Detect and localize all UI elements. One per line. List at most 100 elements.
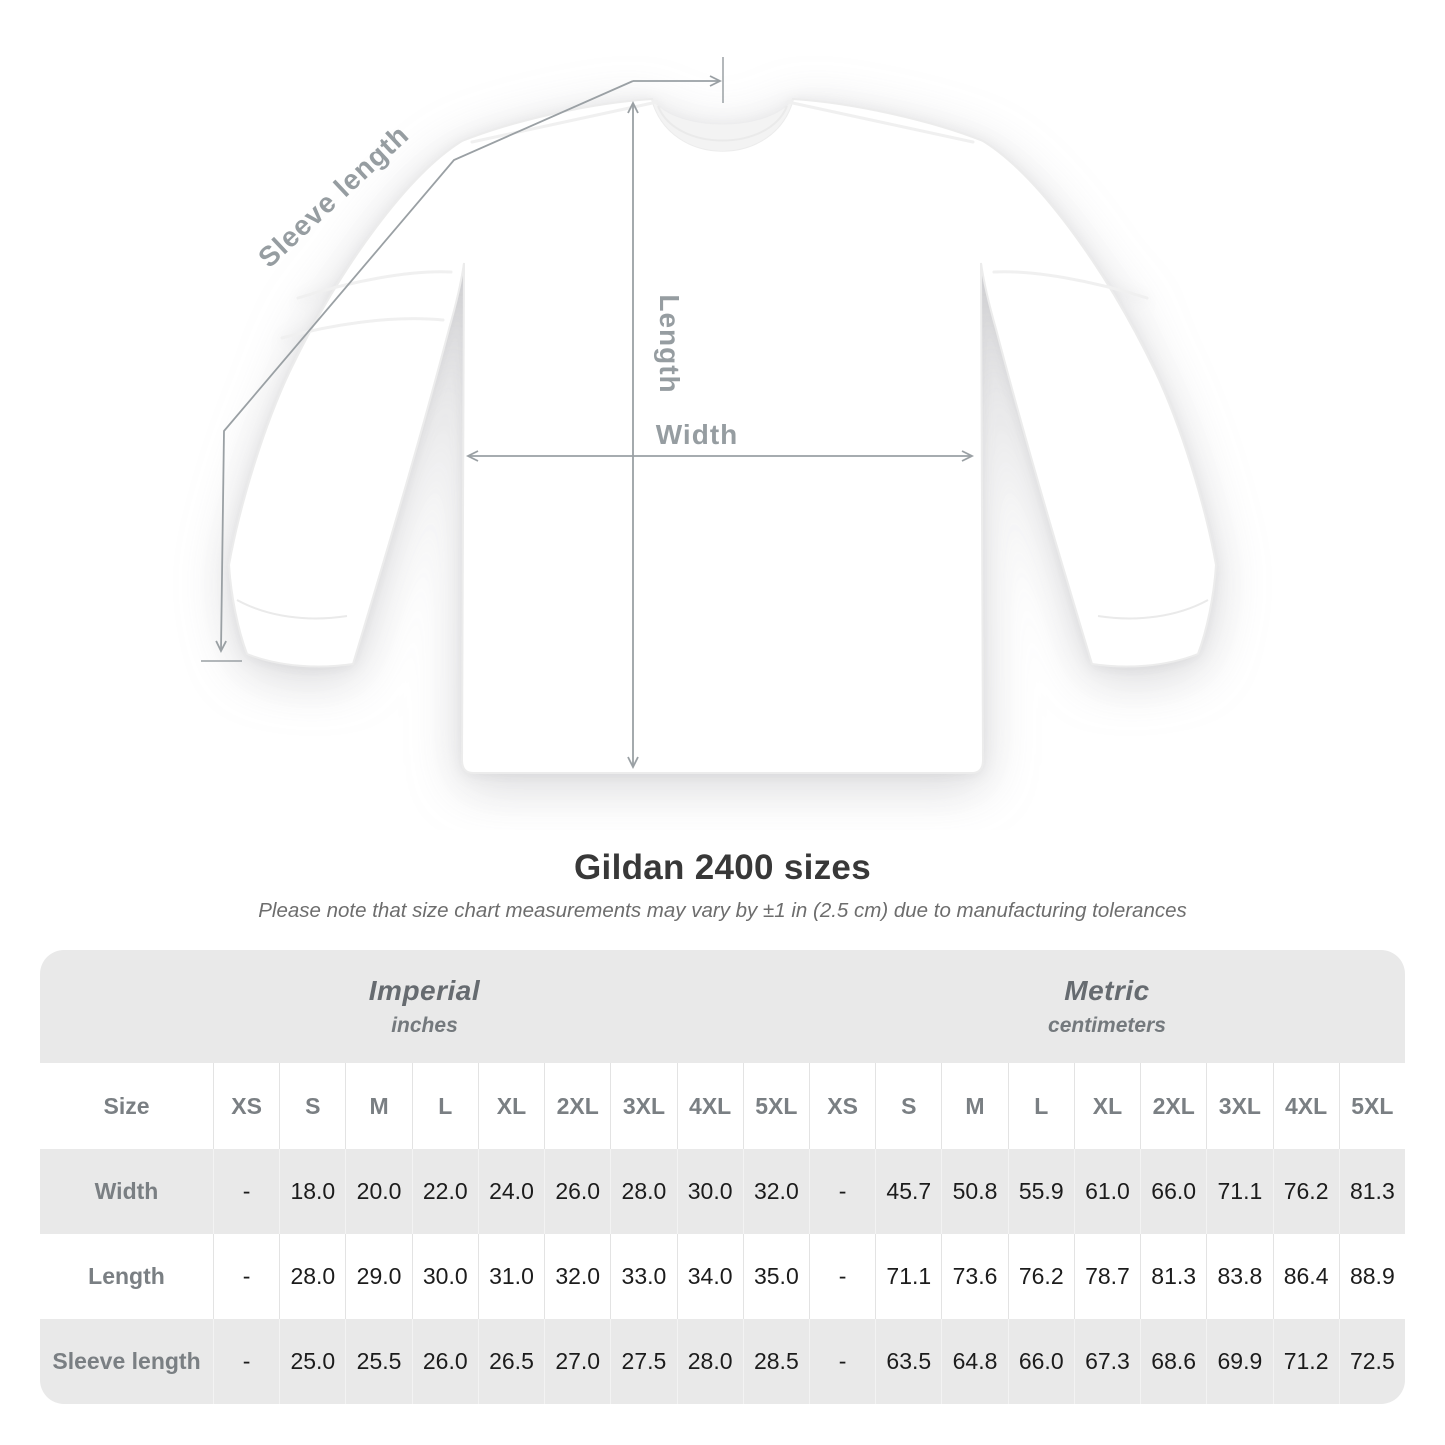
size-header-imperial-4xl: 4XL	[676, 1063, 743, 1149]
value-metric-2xl: 68.6	[1140, 1319, 1207, 1404]
value-imperial-s: 28.0	[279, 1234, 346, 1319]
measurement-row-width: Width -18.0 20.0 22.0 24.0 26.0 28.0 30.0 32.0-4…	[40, 1149, 1405, 1234]
value-imperial-3xl: 27.5	[610, 1319, 677, 1404]
value-imperial-2xl: 26.0	[544, 1149, 611, 1234]
row-label: Sleeve length	[40, 1319, 213, 1404]
value-metric-2xl: 66.0	[1140, 1149, 1207, 1234]
size-chart-table: Imperial inches Metric centimeters Size …	[40, 950, 1405, 1404]
value-metric-l: 55.9	[1007, 1149, 1074, 1234]
value-metric-3xl: 69.9	[1206, 1319, 1273, 1404]
unit-group-row: Imperial inches Metric centimeters	[40, 950, 1405, 1063]
value-metric-xs: -	[808, 1319, 876, 1404]
value-metric-3xl: 83.8	[1206, 1234, 1273, 1319]
size-header-metric-3xl: 3XL	[1206, 1063, 1273, 1149]
value-metric-s: 63.5	[875, 1319, 942, 1404]
value-imperial-l: 26.0	[411, 1319, 478, 1404]
size-header-imperial-l: L	[411, 1063, 478, 1149]
size-header-metric-s: S	[875, 1063, 942, 1149]
size-header-metric-5xl: 5XL	[1338, 1063, 1405, 1149]
size-header-imperial-xl: XL	[477, 1063, 545, 1149]
size-header-imperial-m: M	[345, 1063, 412, 1149]
value-metric-xs: -	[808, 1149, 876, 1234]
value-metric-m: 64.8	[941, 1319, 1008, 1404]
value-imperial-xl: 31.0	[477, 1234, 545, 1319]
value-metric-2xl: 81.3	[1140, 1234, 1207, 1319]
value-imperial-3xl: 33.0	[610, 1234, 677, 1319]
value-metric-s: 71.1	[875, 1234, 942, 1319]
metric-sublabel: centimeters	[1048, 1014, 1166, 1037]
size-header-imperial-5xl: 5XL	[742, 1063, 809, 1149]
shirt-size-diagram: Sleeve length Length Width	[201, 57, 1218, 774]
measurement-row-length: Length -28.0 29.0 30.0 31.0 32.0 33.0 34.0 35.0-…	[40, 1234, 1405, 1319]
width-label: Width	[656, 419, 739, 450]
chart-heading: Gildan 2400 sizes Please note that size …	[0, 848, 1445, 923]
long-sleeve-shirt-graphic	[227, 97, 1218, 774]
size-header-metric-l: L	[1007, 1063, 1074, 1149]
size-header-metric-xl: XL	[1073, 1063, 1141, 1149]
value-imperial-3xl: 28.0	[610, 1149, 677, 1234]
imperial-sublabel: inches	[391, 1014, 458, 1037]
tolerance-note: Please note that size chart measurements…	[258, 899, 1187, 922]
sleeve-fold-right	[992, 270, 1149, 300]
size-corner-header: Size	[40, 1063, 213, 1149]
measurement-row-sleeve-length: Sleeve length -25.0 25.5 26.0 26.5 27.0 27.5 28…	[40, 1319, 1405, 1404]
row-label: Width	[40, 1149, 213, 1234]
size-header-imperial-s: S	[279, 1063, 346, 1149]
metric-label: Metric	[1064, 975, 1150, 1006]
value-metric-l: 66.0	[1007, 1319, 1074, 1404]
value-imperial-l: 30.0	[411, 1234, 478, 1319]
value-metric-5xl: 88.9	[1338, 1234, 1405, 1319]
value-imperial-4xl: 28.0	[676, 1319, 743, 1404]
value-imperial-xs: -	[213, 1319, 280, 1404]
size-header-row: Size XS S M L XL 2XL 3XL 4XL 5XL XS S M L XL 2XL 3XL 4XL…	[40, 1063, 1405, 1149]
size-header-imperial-xs: XS	[213, 1063, 280, 1149]
value-imperial-xl: 24.0	[477, 1149, 545, 1234]
page-title: Gildan 2400 sizes	[574, 848, 871, 887]
value-metric-s: 45.7	[875, 1149, 942, 1234]
value-metric-xs: -	[808, 1234, 876, 1319]
value-metric-3xl: 71.1	[1206, 1149, 1273, 1234]
cuff-seam-right	[1097, 599, 1209, 620]
value-metric-5xl: 81.3	[1338, 1149, 1405, 1234]
size-header-imperial-3xl: 3XL	[610, 1063, 677, 1149]
imperial-label: Imperial	[368, 975, 481, 1006]
value-metric-xl: 61.0	[1073, 1149, 1141, 1234]
shoulder-seam-right	[786, 100, 975, 144]
value-metric-4xl: 76.2	[1272, 1149, 1339, 1234]
size-header-metric-m: M	[941, 1063, 1008, 1149]
row-label: Length	[40, 1234, 213, 1319]
value-imperial-l: 22.0	[411, 1149, 478, 1234]
sleeve-fold-left-2	[280, 317, 445, 340]
value-metric-xl: 67.3	[1073, 1319, 1141, 1404]
value-imperial-xs: -	[213, 1234, 280, 1319]
value-metric-xl: 78.7	[1073, 1234, 1141, 1319]
length-label: Length	[654, 294, 685, 393]
value-imperial-4xl: 34.0	[676, 1234, 743, 1319]
size-header-imperial-2xl: 2XL	[544, 1063, 611, 1149]
value-metric-m: 50.8	[941, 1149, 1008, 1234]
unit-group-imperial: Imperial inches	[40, 950, 809, 1063]
sleeve-fold-left	[296, 270, 453, 300]
collar-inside	[652, 99, 793, 151]
value-imperial-4xl: 30.0	[676, 1149, 743, 1234]
sleeve-length-measure-line	[215, 80, 634, 654]
value-metric-m: 73.6	[941, 1234, 1008, 1319]
value-imperial-2xl: 27.0	[544, 1319, 611, 1404]
value-metric-4xl: 71.2	[1272, 1319, 1339, 1404]
value-imperial-2xl: 32.0	[544, 1234, 611, 1319]
value-imperial-m: 25.5	[345, 1319, 412, 1404]
shirt-silhouette	[227, 97, 1218, 774]
value-metric-l: 76.2	[1007, 1234, 1074, 1319]
value-metric-4xl: 86.4	[1272, 1234, 1339, 1319]
value-imperial-xs: -	[213, 1149, 280, 1234]
value-imperial-m: 29.0	[345, 1234, 412, 1319]
value-imperial-xl: 26.5	[477, 1319, 545, 1404]
value-imperial-5xl: 28.5	[742, 1319, 809, 1404]
cuff-seam-left	[236, 599, 348, 620]
value-imperial-s: 25.0	[279, 1319, 346, 1404]
shoulder-seam-left	[470, 100, 659, 144]
value-imperial-m: 20.0	[345, 1149, 412, 1234]
size-header-metric-2xl: 2XL	[1140, 1063, 1207, 1149]
value-imperial-5xl: 35.0	[742, 1234, 809, 1319]
